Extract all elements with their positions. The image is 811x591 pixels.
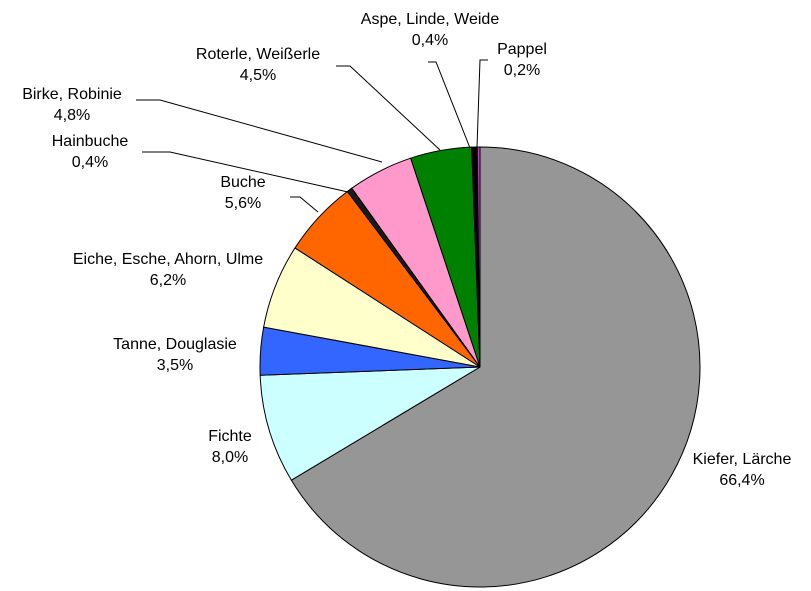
category-label: Buche xyxy=(220,174,266,191)
category-label: Tanne, Douglasie xyxy=(113,336,237,353)
value-label: 0,4% xyxy=(411,32,449,49)
value-label: 66,4% xyxy=(719,472,765,489)
category-label: Eiche, Esche, Ahorn, Ulme xyxy=(72,251,264,268)
pie-slice xyxy=(476,146,481,368)
category-label: Kiefer, Lärche xyxy=(692,451,792,468)
category-label: Hainbuche xyxy=(51,133,129,150)
value-label: 4,5% xyxy=(239,67,277,84)
slice-label: Kiefer, Lärche 66,4% xyxy=(672,449,811,491)
pie-slice xyxy=(259,366,481,481)
slice-label: Eiche, Esche, Ahorn, Ulme 6,2% xyxy=(63,249,273,291)
category-label: Aspe, Linde, Weide xyxy=(360,11,500,28)
value-label: 0,2% xyxy=(503,62,541,79)
value-label: 3,5% xyxy=(156,357,194,374)
slice-label: Buche 5,6% xyxy=(198,172,288,214)
slice-label: Roterle, Weißerle 4,5% xyxy=(178,44,338,86)
slice-label: Fichte 8,0% xyxy=(180,426,280,468)
leader-line xyxy=(142,151,349,193)
category-label: Pappel xyxy=(497,41,547,58)
value-label: 4,8% xyxy=(53,107,91,124)
category-label: Birke, Robinie xyxy=(22,86,122,103)
value-label: 5,6% xyxy=(224,195,262,212)
leader-line xyxy=(136,99,383,163)
slice-label: Aspe, Linde, Weide 0,4% xyxy=(340,9,520,51)
value-label: 8,0% xyxy=(211,449,249,466)
slice-label: Tanne, Douglasie 3,5% xyxy=(95,334,255,376)
leader-line xyxy=(336,65,441,151)
slice-label: Hainbuche 0,4% xyxy=(30,131,150,173)
leader-line xyxy=(476,59,488,148)
category-label: Fichte xyxy=(208,428,252,445)
leader-lines xyxy=(136,59,488,213)
slice-label: Pappel 0,2% xyxy=(482,39,562,81)
slice-label: Birke, Robinie 4,8% xyxy=(2,84,142,126)
value-label: 0,4% xyxy=(71,154,109,171)
category-label: Roterle, Weißerle xyxy=(195,46,321,63)
pie-slice xyxy=(290,146,701,588)
leader-line xyxy=(290,196,319,213)
leader-line xyxy=(428,61,471,149)
value-label: 6,2% xyxy=(149,272,187,289)
